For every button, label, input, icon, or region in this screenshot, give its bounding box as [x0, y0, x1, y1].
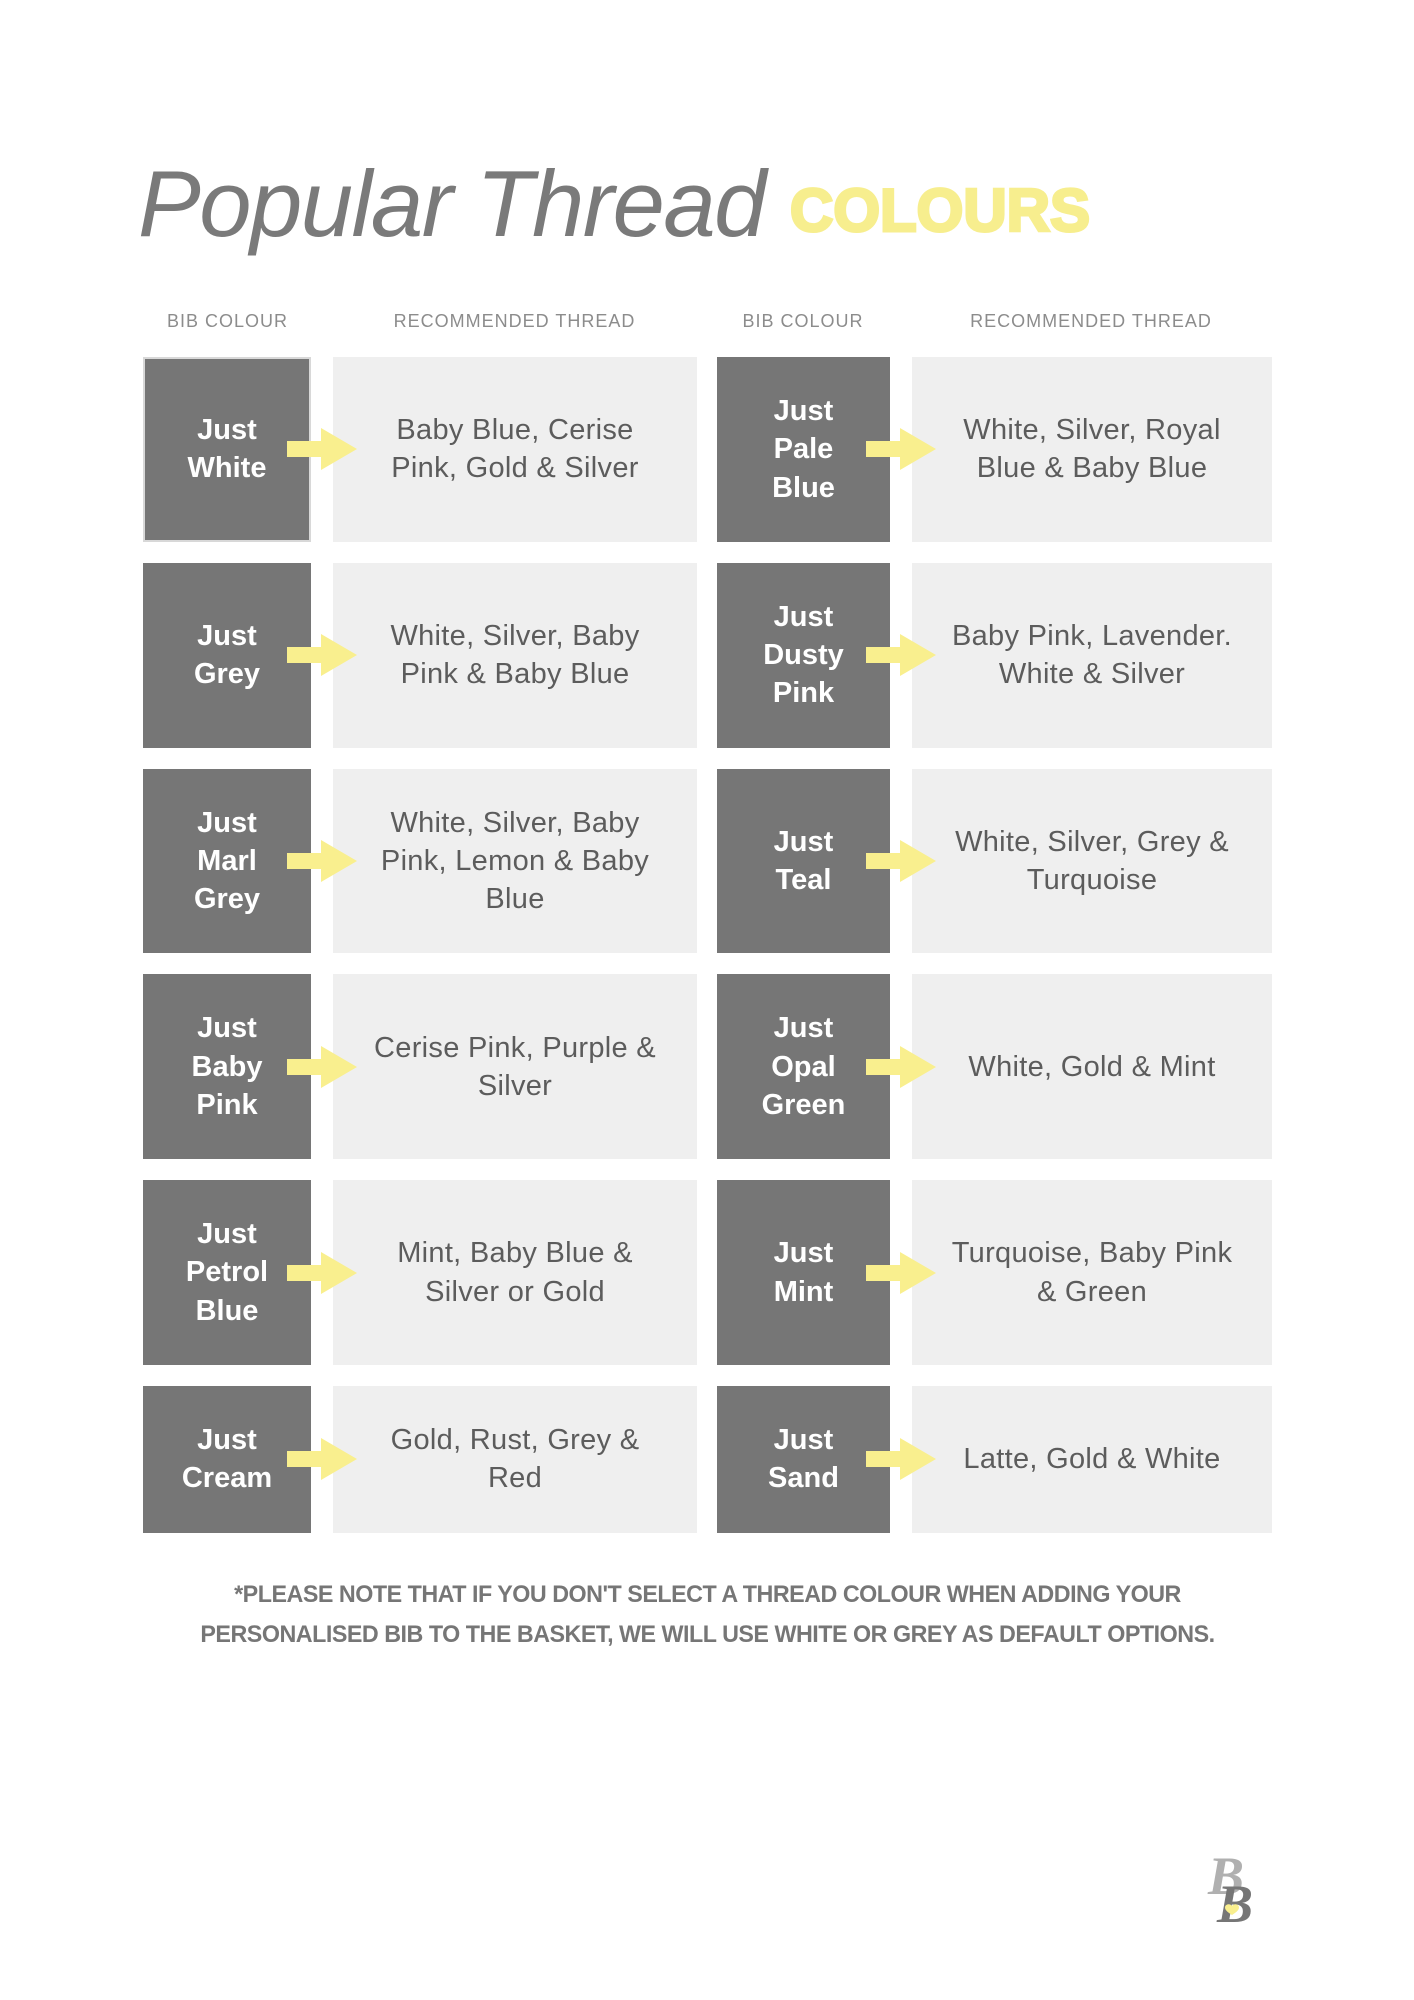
svg-text:Popular Thread: Popular Thread: [138, 151, 769, 256]
svg-text:B: B: [1216, 1874, 1253, 1934]
